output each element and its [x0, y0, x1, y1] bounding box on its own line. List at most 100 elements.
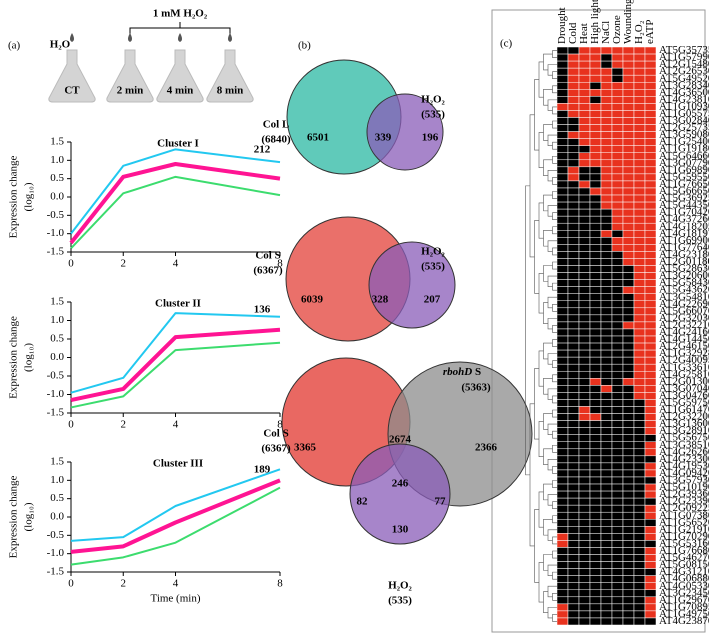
region-count: 196 — [422, 132, 439, 144]
heatmap-cell — [644, 554, 657, 562]
heatmap-cell — [578, 187, 591, 196]
heatmap-cell — [567, 469, 580, 478]
heatmap-cell — [578, 131, 591, 139]
heatmap-cell — [600, 519, 613, 527]
heatmap-cell — [556, 103, 569, 111]
heatmap-cell — [600, 89, 613, 97]
heatmap-cell — [567, 335, 580, 344]
row-label: AT5G44350 — [659, 199, 709, 211]
heatmap-cell — [622, 74, 635, 83]
heatmap-cell — [600, 60, 613, 69]
heatmap-cell — [600, 131, 613, 139]
heatmap-cell — [589, 490, 602, 499]
dendrogram-branch — [552, 360, 557, 369]
region-count: 2674 — [389, 434, 412, 446]
heatmap-cell — [644, 370, 657, 379]
dendrogram-branch — [552, 226, 557, 235]
heatmap-cell — [644, 208, 657, 217]
heatmap-cell — [644, 152, 657, 161]
heatmap-cell — [556, 110, 569, 118]
heatmap-cell — [611, 152, 624, 161]
heatmap-cell — [589, 483, 602, 492]
heatmap-cell — [633, 603, 646, 612]
heatmap-cell — [644, 603, 657, 612]
heatmap-cell — [578, 455, 591, 464]
heatmap-cell — [622, 399, 635, 407]
heatmap-cell — [589, 526, 602, 534]
heatmap-cell — [600, 427, 613, 435]
row-label: AT2G39360 — [659, 488, 709, 500]
y-tick-label: 0.5 — [50, 172, 64, 184]
heatmap-cell — [644, 307, 657, 316]
heatmap-cell — [633, 589, 646, 598]
heatmap-cell — [600, 103, 613, 111]
heatmap-cell — [644, 420, 657, 428]
heatmap-cell — [633, 575, 646, 583]
heatmap-cell — [567, 603, 580, 612]
heatmap-cell — [644, 490, 657, 499]
y-axis-unit: (log₁₀) — [23, 502, 35, 531]
heatmap-cell — [611, 610, 624, 619]
heatmap-cell — [633, 483, 646, 492]
heatmap-cell — [644, 265, 657, 273]
heatmap-cell — [556, 469, 569, 478]
dendrogram-branch — [552, 303, 557, 312]
heatmap-cell — [600, 145, 613, 153]
dendrogram-branch — [538, 61, 544, 98]
y-tick-label: -1.5 — [47, 407, 65, 419]
heatmap-cell — [578, 314, 591, 323]
heatmap-cell — [578, 272, 591, 280]
heatmap-cell — [589, 455, 602, 464]
heatmap-cell — [556, 265, 569, 273]
heatmap-cell — [644, 194, 657, 203]
heatmap-cell — [567, 286, 580, 294]
heatmap-cell — [633, 413, 646, 421]
heatmap-cell — [578, 533, 591, 541]
heatmap-cell — [589, 244, 602, 252]
dendrogram-branch — [552, 141, 557, 150]
heatmap-cell — [622, 441, 635, 450]
heatmap-cell — [611, 307, 624, 316]
heatmap-cell — [611, 300, 624, 309]
heatmap-cell — [622, 173, 635, 182]
heatmap-cell — [567, 385, 580, 393]
heatmap-cell — [633, 497, 646, 506]
heatmap-cell — [578, 497, 591, 506]
heatmap-cell — [622, 251, 635, 259]
panel-label: (c) — [500, 38, 513, 50]
row-label: AT4G37260 — [659, 213, 709, 225]
heatmap-cell — [567, 279, 580, 287]
heatmap-cell — [644, 483, 657, 492]
heatmap-cell — [567, 74, 580, 83]
heatmap-cell — [600, 152, 613, 161]
heatmap-cell — [578, 124, 591, 132]
heatmap-cell — [622, 67, 635, 76]
chart-title: Cluster II — [155, 298, 201, 310]
heatmap-cell — [578, 462, 591, 471]
row-label: AT4G06880 — [659, 573, 709, 585]
heatmap-cell — [578, 201, 591, 210]
dendrogram-branch — [552, 85, 557, 94]
heatmap-cell — [589, 420, 602, 428]
heatmap-cell — [578, 117, 591, 125]
heatmap-cell — [589, 342, 602, 351]
heatmap-cell — [622, 504, 635, 513]
set-size: (535) — [388, 595, 412, 607]
heatmap-cell — [644, 547, 657, 555]
dendrogram-branch — [552, 155, 557, 164]
heatmap-cell — [567, 314, 580, 323]
heatmap-cell — [622, 413, 635, 421]
heatmap-cell — [644, 89, 657, 97]
set-name: H₂O₂ — [421, 94, 445, 106]
heatmap-cell — [600, 363, 613, 372]
cluster-count: 136 — [254, 304, 271, 316]
heatmap-cell — [600, 392, 613, 400]
heatmap-cell — [633, 131, 646, 139]
heatmap-cell — [589, 152, 602, 161]
dendrogram-branch — [552, 614, 557, 622]
row-label: AT4G24160 — [659, 326, 709, 338]
panel-c-frame — [491, 9, 706, 633]
heatmap-cell — [556, 342, 569, 351]
heatmap-cell — [611, 159, 624, 168]
x-tick-label: 2 — [121, 578, 127, 590]
